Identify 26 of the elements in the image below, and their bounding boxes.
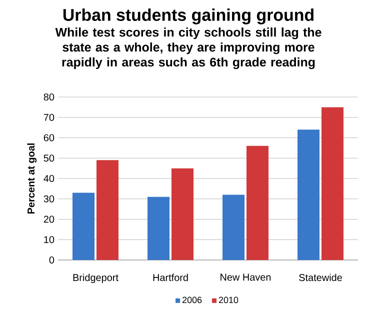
- y-tick-label: 10: [44, 236, 54, 244]
- x-tick-label: Statewide: [299, 274, 342, 282]
- x-tick-label: New Haven: [220, 274, 271, 281]
- chart-title: Urban students gaining ground: [63, 8, 314, 24]
- y-tick-label: 30: [44, 195, 54, 202]
- legend-label: 2010: [218, 296, 238, 304]
- legend-label: 2006: [182, 296, 202, 304]
- y-tick-label: 0: [49, 256, 54, 264]
- y-tick-label: 50: [44, 154, 54, 162]
- bar: [171, 168, 194, 260]
- x-tick-label: Bridgeport: [73, 274, 118, 284]
- bar: [96, 160, 118, 260]
- y-tick-label: 60: [44, 134, 54, 142]
- bar: [246, 146, 268, 260]
- y-tick-label: 80: [44, 93, 54, 101]
- y-axis-title: Percent at goal: [27, 144, 37, 214]
- y-tick-label: 40: [44, 174, 54, 182]
- bar: [321, 107, 344, 260]
- x-tick-label: Hartford: [153, 274, 188, 282]
- bar: [72, 192, 95, 260]
- bar: [222, 194, 245, 260]
- bar: [298, 130, 320, 260]
- chart-subtitle: While test scores in city schools still lag the state as a whole, they are improving more rapidly in areas such as 6th grade reading: [55, 28, 322, 70]
- bar: [148, 196, 170, 260]
- y-tick-label: 20: [44, 216, 54, 223]
- y-tick-label: 70: [44, 114, 54, 121]
